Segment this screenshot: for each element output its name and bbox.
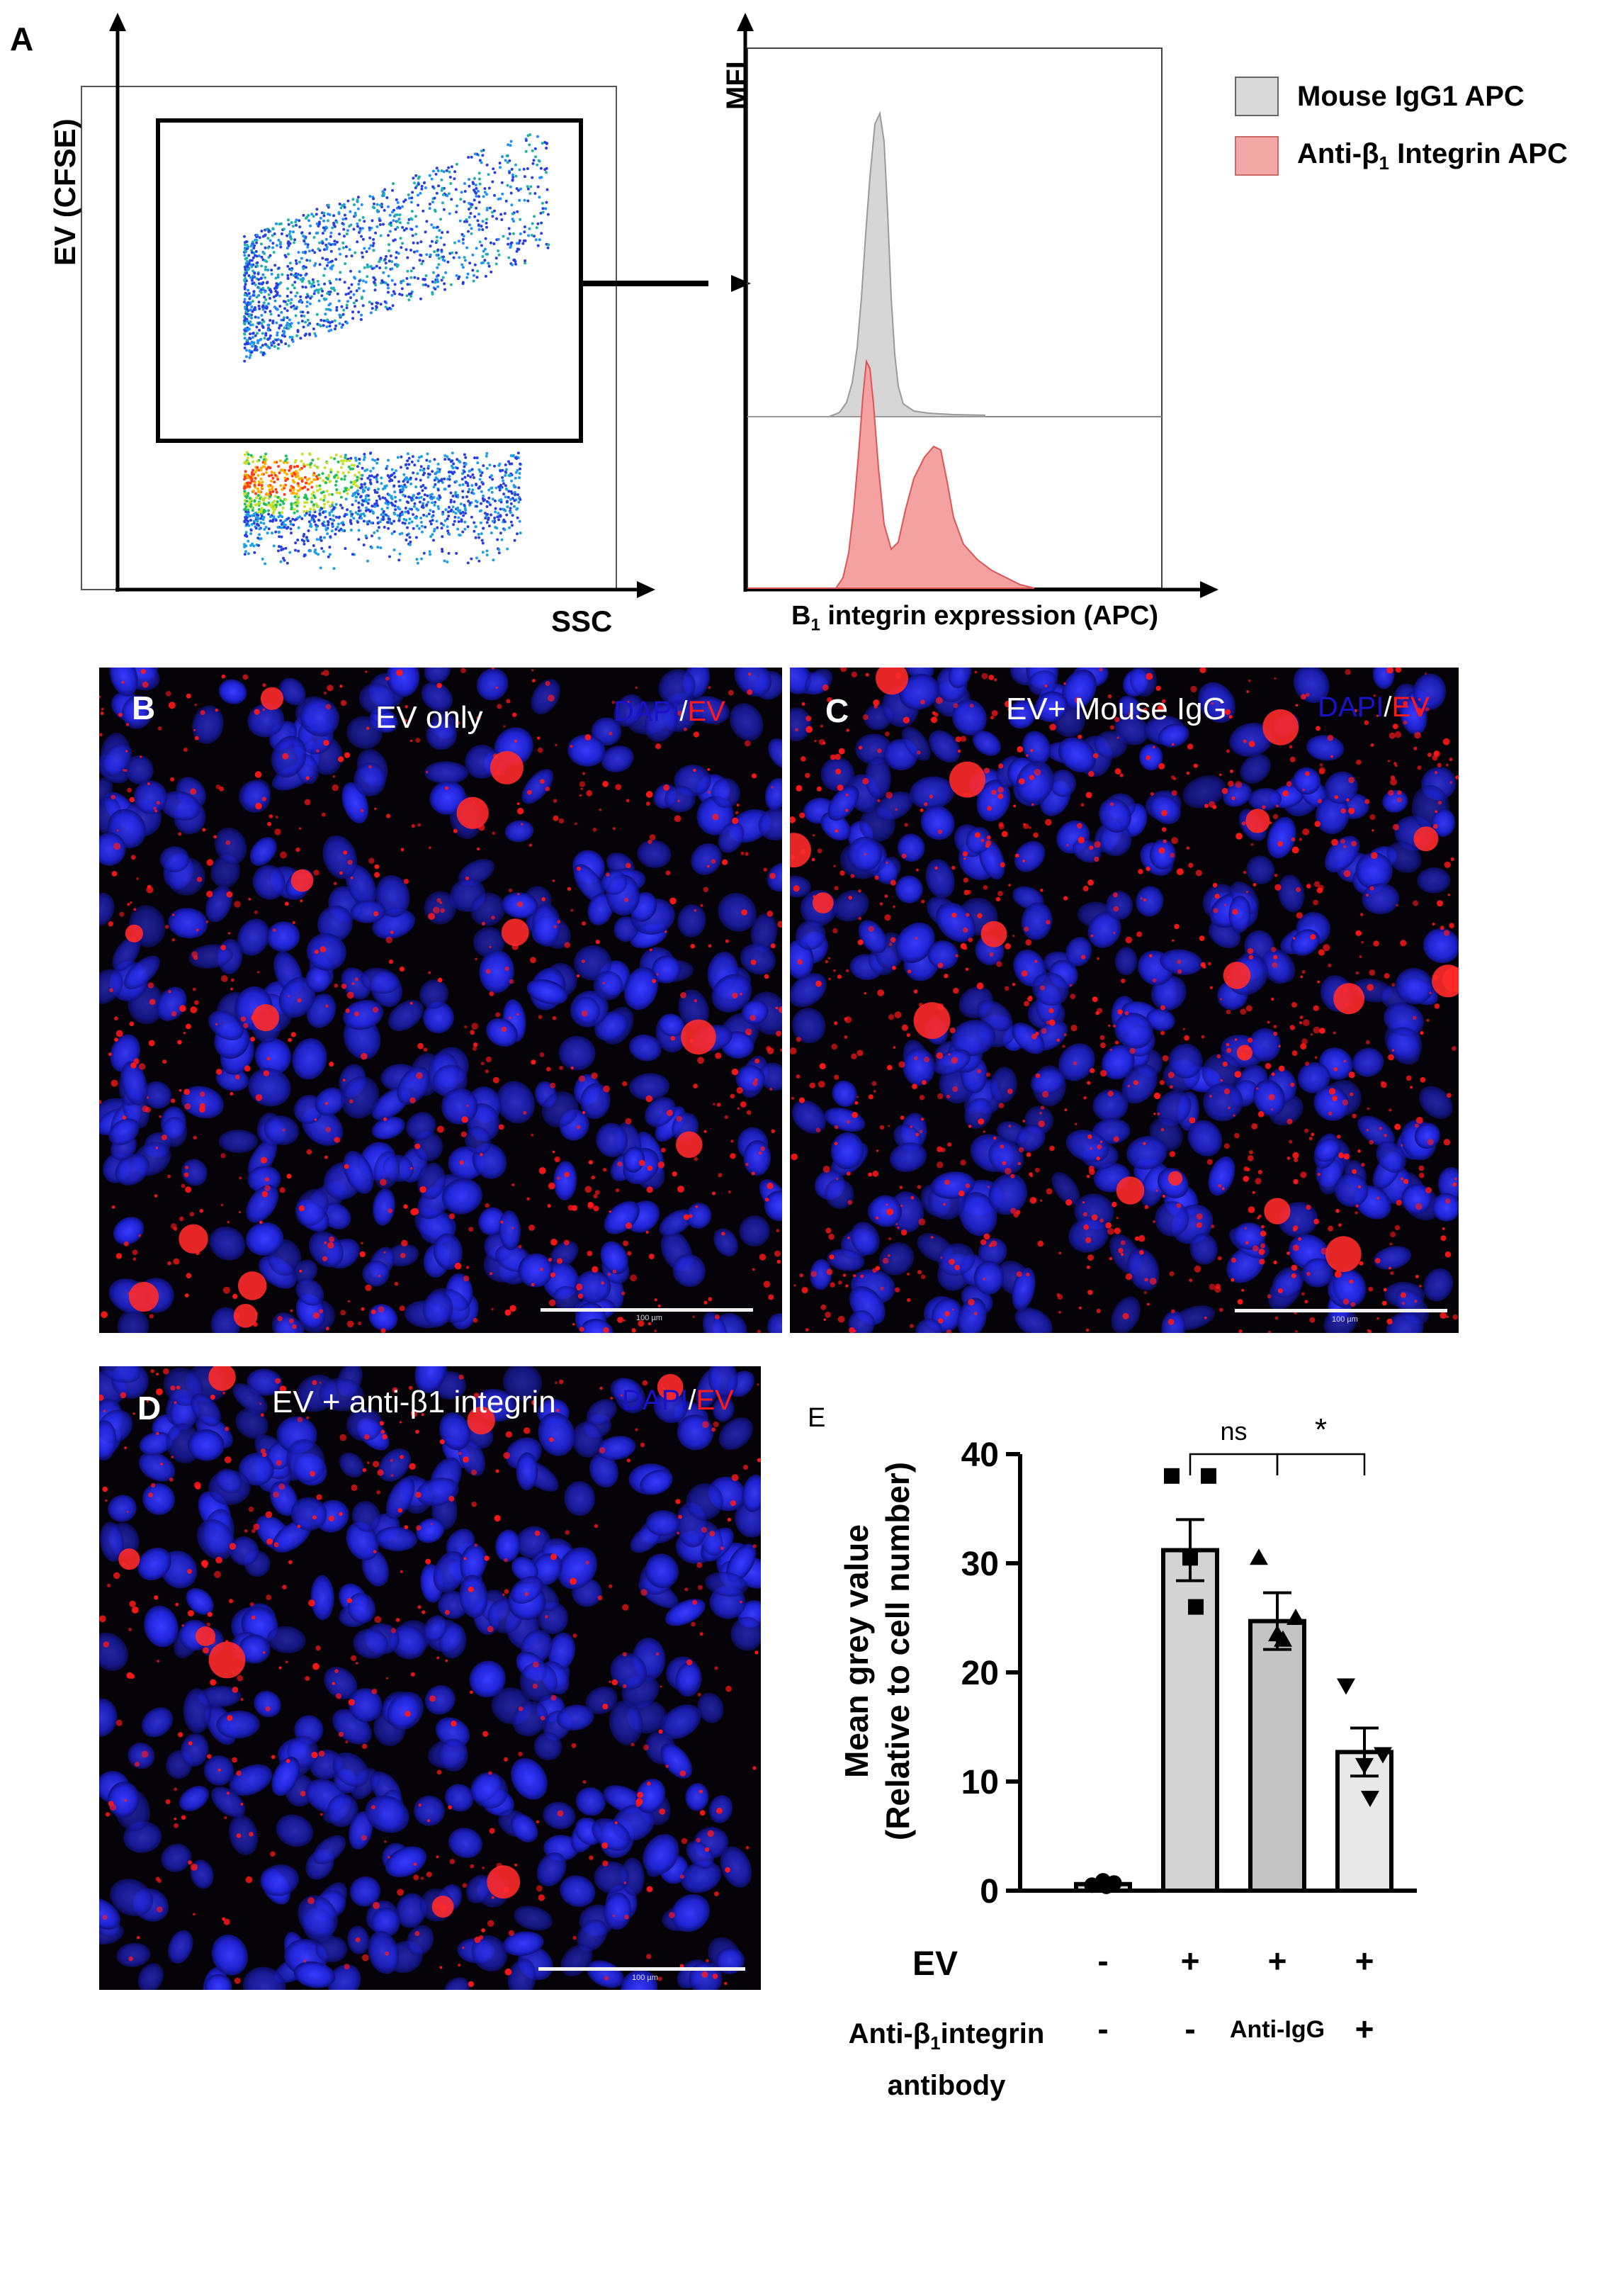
y-tick-label: 20 [961,1655,999,1692]
legend-item-anti-b1: Anti-β1 Integrin APC [1235,136,1568,176]
caption-b: EV only [375,700,483,736]
histogram-y-arrow [737,13,754,31]
data-point [1164,1468,1180,1484]
legend-swatch-anti-b1 [1235,136,1279,176]
ev-column-value: + [1336,1942,1393,1980]
scale-bar-d [538,1967,745,1971]
micrograph-c-cells [790,668,1459,1333]
flow-plot-frame [81,86,616,590]
data-point [1188,1599,1204,1615]
bar-chart-y-label: Mean grey value (Relative to cell number… [836,1431,918,1871]
histogram-frame [747,48,1162,588]
data-point [1201,1468,1216,1484]
legend-swatch-igg [1235,77,1279,116]
stain-legend-c: DAPI/EV [1318,692,1430,724]
flow-y-arrow [109,13,126,31]
y-tick-label: 0 [980,1873,999,1910]
micrograph-b-cells [99,668,782,1333]
micrograph-d-cells [99,1366,761,1990]
scale-bar-b [541,1308,753,1312]
data-point [1337,1678,1355,1694]
data-point [1286,1609,1305,1625]
stain-legend-b: DAPI/EV [613,696,725,728]
significance-bracket [1277,1454,1364,1475]
data-point [1099,1879,1114,1894]
flow-dot-cloud [243,133,550,570]
micrograph-c: C EV+ Mouse IgG DAPI/EV 100 µm [790,668,1459,1333]
caption-c: EV+ Mouse IgG [1006,692,1227,727]
antibody-column-value: - [1075,2010,1131,2048]
histogram-x-arrow [1200,581,1218,598]
antibody-column-value: - [1162,2010,1218,2048]
panel-letter-e: E [808,1403,825,1434]
scale-label-b: 100 µm [636,1314,662,1322]
significance-label: ns [1220,1417,1247,1446]
y-tick-label: 10 [961,1764,999,1801]
panel-letter-d: D [137,1389,161,1427]
flow-gate-box [158,120,581,441]
y-tick-label: 40 [961,1436,999,1474]
data-point [1250,1548,1268,1565]
flow-x-label: SSC [551,604,612,638]
row-label-antibody: Anti-β1integrin antibody [826,2013,1067,2107]
bar-chart: 0 10 20 30 40 ns * [907,1375,1615,1928]
legend-label-igg: Mouse IgG1 APC [1297,81,1525,113]
scale-label-c: 100 µm [1332,1315,1358,1324]
micrograph-b: B EV only DAPI/EV 100 µm [99,668,782,1333]
scale-bar-c [1235,1309,1447,1312]
histogram-plot [708,0,1218,638]
flow-plot [0,0,708,638]
significance-label: * [1315,1412,1327,1447]
panel-letter-b: B [132,689,155,727]
caption-d: EV + anti-β1 integrin [272,1385,556,1420]
bar [1250,1621,1304,1891]
antibody-column-value: + [1336,2010,1393,2048]
stain-legend-d: DAPI/EV [622,1385,734,1417]
ev-column-value: - [1075,1942,1131,1980]
ev-column-value: + [1162,1942,1218,1980]
panel-letter-c: C [825,692,849,730]
ev-column-value: + [1249,1942,1306,1980]
histogram-y-label: MFI [721,61,753,110]
scale-label-d: 100 µm [632,1974,658,1982]
y-tick-label: 30 [961,1546,999,1583]
flow-y-label: EV (CFSE) [48,118,82,266]
micrograph-d: D EV + anti-β1 integrin DAPI/EV 100 µm [99,1366,761,1990]
data-point [1182,1550,1198,1565]
legend-label-anti-b1: Anti-β1 Integrin APC [1297,138,1568,174]
histogram-x-label: B1 integrin expression (APC) [791,601,1158,636]
legend-item-igg: Mouse IgG1 APC [1235,77,1525,116]
antibody-column-value: Anti-IgG [1221,2016,1334,2044]
row-label-ev: EV [912,1945,958,1983]
flow-x-arrow [637,581,655,598]
